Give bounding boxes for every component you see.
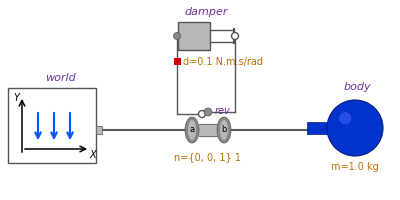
Bar	[178, 22, 210, 50]
Bar	[8, 88, 96, 163]
Bar	[307, 122, 329, 134]
Text: n={0, 0, 1} 1: n={0, 0, 1} 1	[174, 152, 242, 162]
Circle shape	[339, 112, 351, 124]
Bar	[96, 126, 102, 134]
Ellipse shape	[188, 120, 196, 140]
Ellipse shape	[185, 117, 199, 143]
Circle shape	[204, 108, 212, 116]
Ellipse shape	[217, 117, 231, 143]
Text: m=1.0 kg: m=1.0 kg	[331, 162, 379, 172]
Text: damper: damper	[184, 7, 228, 17]
Text: body: body	[343, 82, 371, 92]
Circle shape	[174, 32, 180, 40]
Text: X: X	[90, 150, 96, 160]
Circle shape	[327, 100, 383, 156]
Ellipse shape	[220, 120, 228, 140]
Text: Y: Y	[13, 93, 19, 103]
Text: d=0.1 N.m.s/rad: d=0.1 N.m.s/rad	[183, 56, 263, 66]
Circle shape	[198, 110, 206, 117]
Text: rev: rev	[215, 106, 231, 116]
Circle shape	[232, 32, 238, 40]
Bar	[174, 58, 181, 65]
Text: a: a	[190, 126, 194, 134]
Text: world: world	[45, 73, 75, 83]
Text: b: b	[221, 126, 227, 134]
